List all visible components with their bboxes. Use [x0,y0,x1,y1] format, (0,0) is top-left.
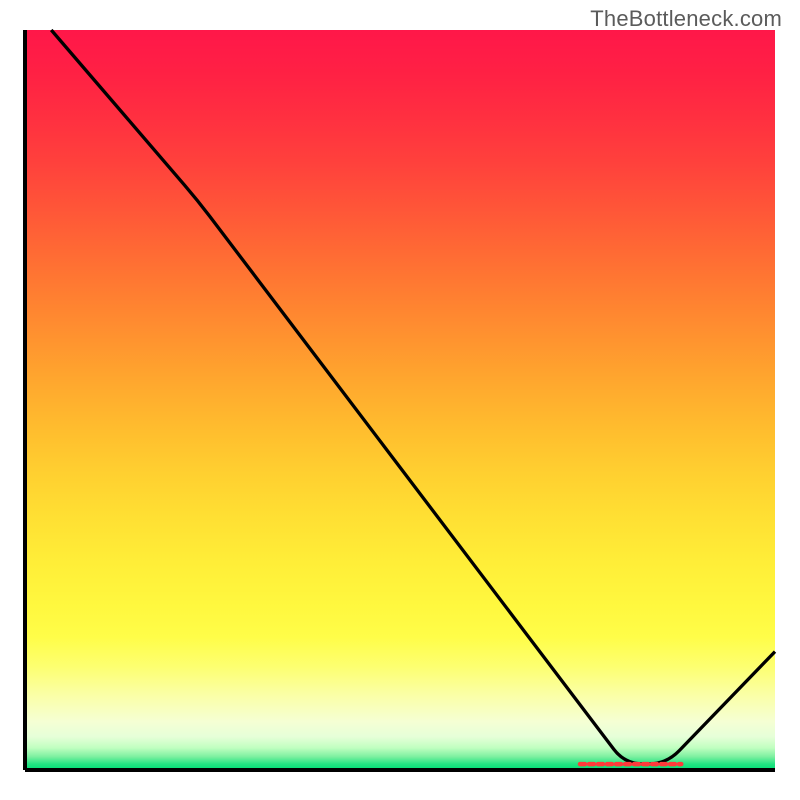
watermark-text: TheBottleneck.com [590,6,782,32]
plot-background [25,30,775,770]
bottleneck-chart [0,0,800,800]
